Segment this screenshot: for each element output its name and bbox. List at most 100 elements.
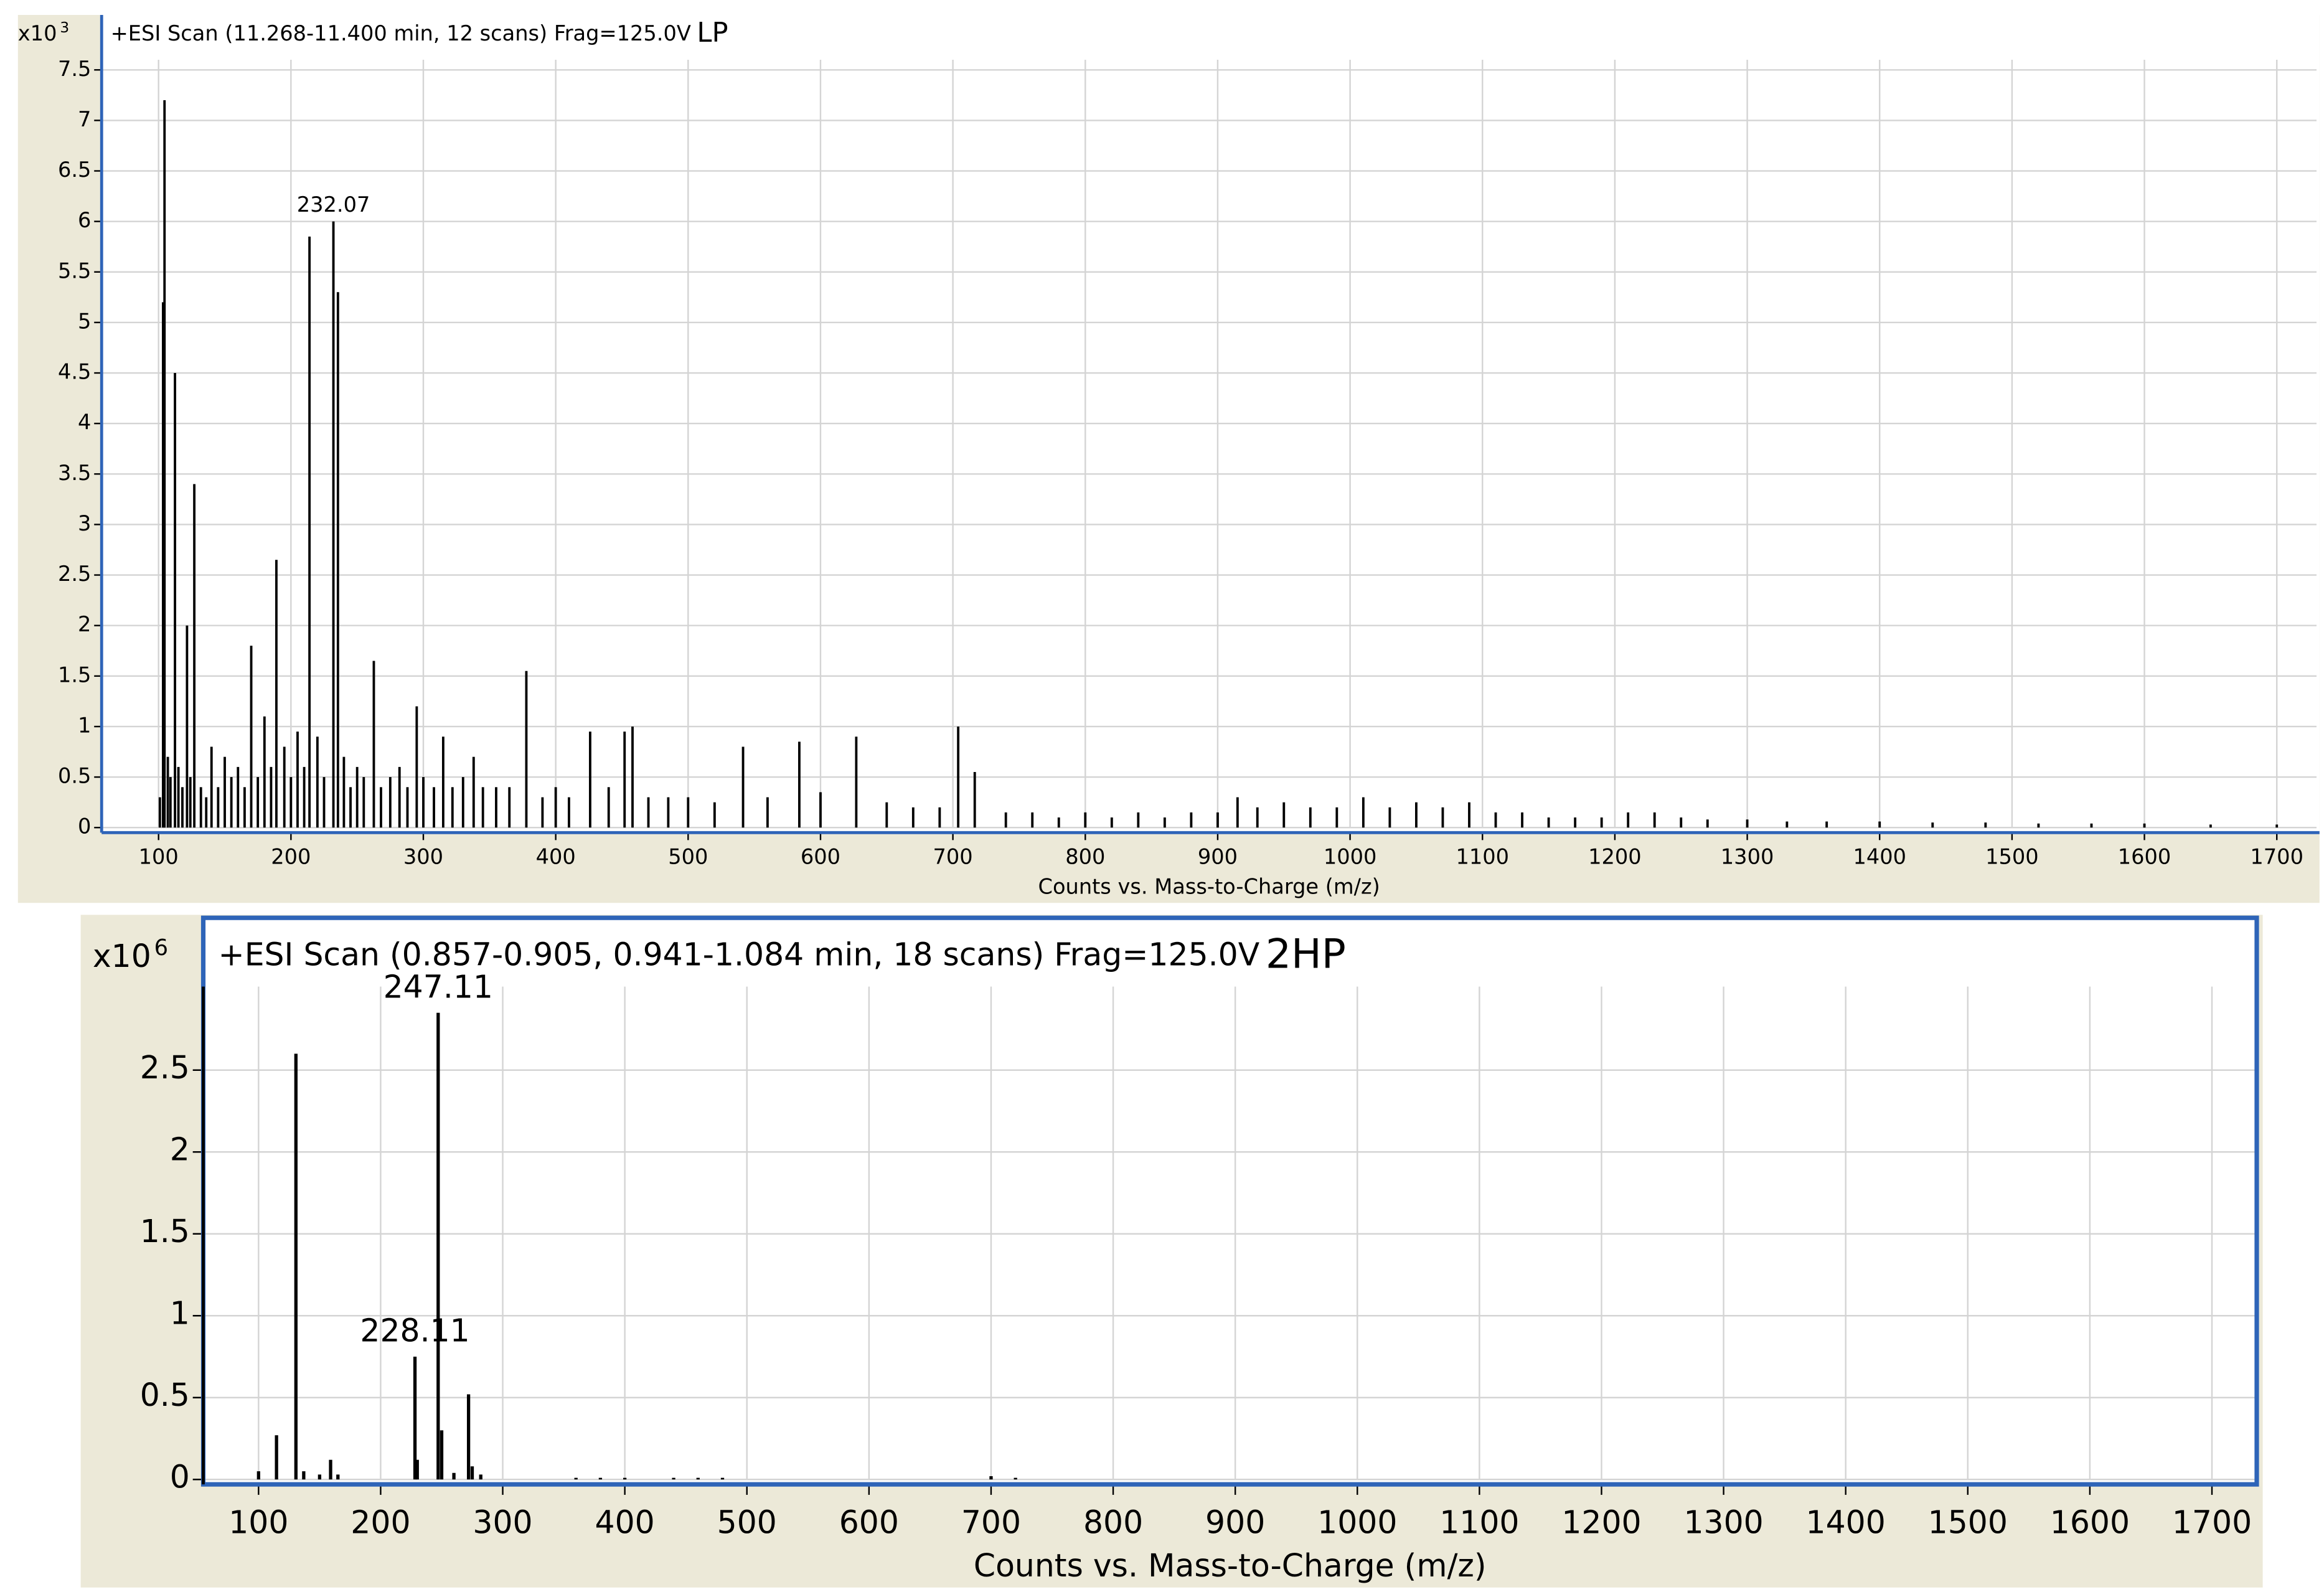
x-tick-label: 100 (228, 1504, 288, 1540)
y-tick-label: 3.5 (58, 461, 91, 485)
peak (1282, 802, 1286, 828)
peak (275, 560, 278, 828)
x-tick-label: 1200 (1588, 845, 1642, 869)
x-tick-label: 1600 (2050, 1504, 2130, 1540)
peak (911, 807, 915, 828)
x-tick-label: 900 (1205, 1504, 1265, 1540)
peak (713, 802, 716, 828)
peak (766, 797, 769, 828)
x-tick-label: 1300 (1683, 1504, 1763, 1540)
y-tick-label: 7 (78, 107, 91, 131)
peak (210, 747, 213, 828)
x-axis-title: Counts vs. Mass-to-Charge (m/z) (1038, 875, 1380, 899)
peak (1547, 817, 1550, 828)
x-tick-label: 400 (595, 1504, 655, 1540)
x-tick-label: 1000 (1317, 1504, 1397, 1540)
peak (199, 787, 202, 828)
peak (696, 1477, 700, 1480)
y-tick-label: 1.5 (58, 662, 91, 687)
peak (166, 756, 169, 828)
x-tick-label: 600 (839, 1504, 899, 1540)
y-tick-label: 1.5 (140, 1213, 190, 1250)
peak (819, 792, 822, 828)
x-tick-label: 500 (668, 845, 708, 869)
y-tick-label: 2.5 (58, 562, 91, 586)
peak (2090, 823, 2093, 828)
peak (303, 766, 306, 828)
peak (318, 1474, 322, 1480)
y-tick-label: 4.5 (58, 360, 91, 384)
x-tick-label: 200 (350, 1504, 410, 1540)
peak (289, 777, 293, 828)
y-scale-exponent: 6 (154, 935, 168, 961)
peak (989, 1476, 993, 1480)
peak (1388, 807, 1391, 828)
peak (2143, 823, 2146, 828)
peak (667, 797, 670, 828)
peak (1335, 807, 1338, 828)
peak (1441, 807, 1444, 828)
x-tick-label: 300 (403, 845, 443, 869)
chart-title: +ESI Scan (11.268-11.400 min, 12 scans) … (111, 17, 728, 49)
peak-label: 228.11 (360, 1312, 469, 1349)
peak (181, 787, 184, 828)
y-scale-exponent: 3 (60, 19, 69, 36)
y-scale-base: x10 (18, 21, 57, 45)
x-tick-label: 900 (1198, 845, 1238, 869)
peak (1190, 812, 1193, 828)
title-text: +ESI Scan (11.268-11.400 min, 12 scans) … (111, 21, 691, 45)
peak (1084, 812, 1087, 828)
peak (1163, 817, 1166, 828)
y-tick-label: 1 (170, 1295, 190, 1332)
x-tick-label: 1100 (1439, 1504, 1519, 1540)
sample-label: LP (697, 17, 728, 49)
peak (589, 732, 591, 828)
x-tick-label: 1700 (2250, 845, 2303, 869)
x-tick-label: 400 (536, 845, 576, 869)
peak (461, 777, 464, 828)
peak (329, 1459, 332, 1480)
peak (1031, 812, 1034, 828)
peak (388, 777, 392, 828)
x-tick-label: 1600 (2118, 845, 2171, 869)
x-tick-label: 100 (139, 845, 179, 869)
peak (256, 777, 260, 828)
peak (855, 737, 858, 828)
peak (349, 787, 352, 828)
y-tick-label: 6 (78, 208, 91, 232)
x-tick-label: 1400 (1806, 1504, 1886, 1540)
x-tick-label: 600 (801, 845, 840, 869)
peak (574, 1477, 578, 1480)
peak (189, 777, 192, 828)
peak (205, 797, 208, 828)
y-tick-label: 4 (78, 410, 91, 435)
peak (1600, 817, 1603, 828)
peak (283, 747, 286, 828)
y-tick-label: 0 (78, 814, 91, 839)
y-tick-label: 2 (78, 612, 91, 636)
peak (256, 1471, 260, 1480)
peak (1256, 807, 1259, 828)
peak (177, 766, 180, 828)
sample-label: 2HP (1266, 931, 1346, 977)
peak (441, 737, 445, 828)
y-scale-label: x10 6 (93, 935, 168, 974)
peak (2037, 823, 2040, 828)
peak (1137, 812, 1140, 828)
peak (243, 787, 246, 828)
x-tick-label: 1300 (1721, 845, 1774, 869)
peak (223, 756, 226, 828)
y-tick-label: 7.5 (58, 57, 91, 81)
x-tick-label: 1500 (1985, 845, 2039, 869)
peak (380, 787, 382, 828)
peak (1014, 1477, 1017, 1480)
peak-label: 247.11 (383, 968, 493, 1005)
y-tick-label: 1 (78, 713, 91, 737)
y-scale-base: x10 (93, 937, 151, 974)
peak (1878, 821, 1881, 828)
peak (623, 732, 626, 828)
peak (1653, 812, 1656, 828)
peak (1785, 821, 1789, 828)
peak (687, 797, 690, 828)
